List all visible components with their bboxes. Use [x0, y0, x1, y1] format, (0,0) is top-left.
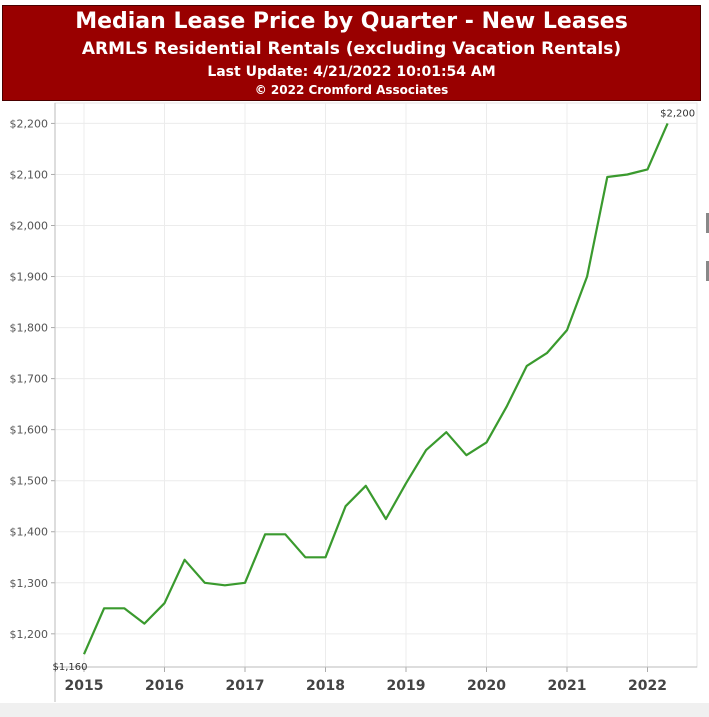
y-tick-label: $1,900 — [10, 271, 49, 284]
y-tick-label: $2,000 — [10, 219, 49, 232]
legend-edge-mark — [706, 261, 709, 281]
y-tick-label: $1,400 — [10, 526, 49, 539]
last-update-text: Last Update: 4/21/2022 10:01:54 AM — [207, 64, 496, 80]
x-tick-label: 2022 — [628, 678, 667, 694]
legend-edge-mark — [706, 213, 709, 233]
data-label: $1,160 — [53, 662, 88, 673]
x-tick-label: 2019 — [387, 678, 426, 694]
y-tick-label: $2,200 — [10, 117, 49, 130]
y-tick-label: $1,800 — [10, 322, 49, 335]
x-tick-label: 2016 — [145, 678, 184, 694]
y-tick-label: $1,300 — [10, 577, 49, 590]
data-label: $2,200 — [660, 108, 695, 119]
x-tick-label: 2018 — [306, 678, 345, 694]
x-tick-label: 2021 — [548, 678, 587, 694]
footer-bar — [0, 703, 709, 717]
y-tick-label: $1,600 — [10, 424, 49, 437]
y-tick-label: $1,500 — [10, 475, 49, 488]
x-tick-label: 2020 — [467, 678, 506, 694]
x-tick-label: 2017 — [226, 678, 265, 694]
chart-header: Median Lease Price by Quarter - New Leas… — [2, 5, 701, 101]
chart-subtitle: ARMLS Residential Rentals (excluding Vac… — [81, 39, 622, 59]
plot-area — [54, 102, 698, 668]
y-tick-label: $2,100 — [10, 168, 49, 181]
copyright-text: © 2022 Cromford Associates — [254, 83, 449, 97]
y-tick-label: $1,700 — [10, 373, 49, 386]
series-line — [82, 122, 669, 655]
y-tick-label: $1,200 — [10, 628, 49, 641]
chart-title: Median Lease Price by Quarter - New Leas… — [75, 9, 628, 34]
x-tick-label: 2015 — [65, 678, 104, 694]
